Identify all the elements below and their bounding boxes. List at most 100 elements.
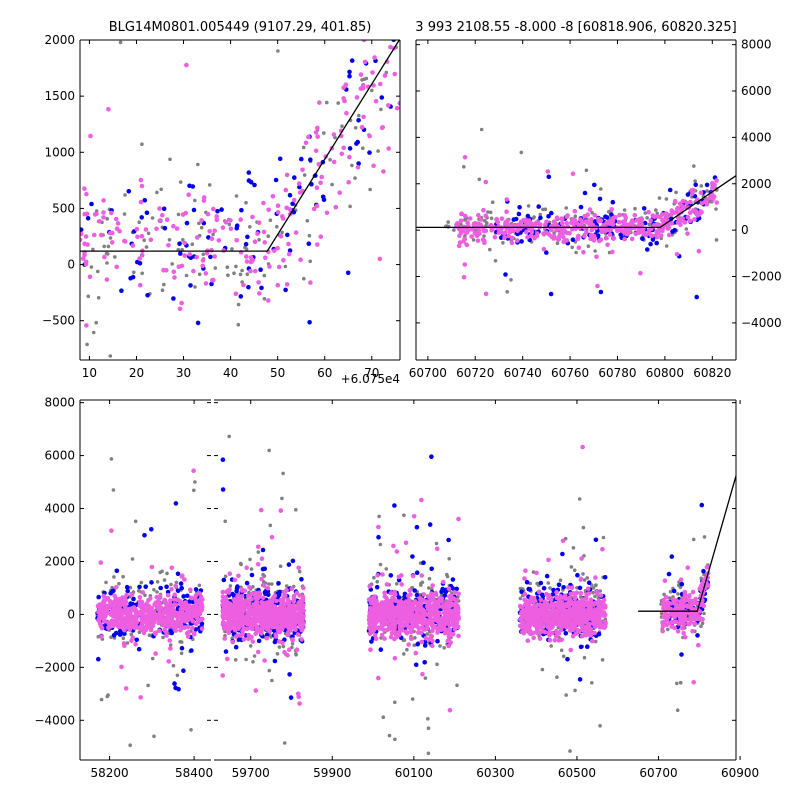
data-point-gray (140, 272, 144, 276)
data-point-gray (435, 663, 439, 667)
data-point-magenta (114, 217, 119, 222)
data-point-magenta (456, 517, 461, 522)
data-point-gray (146, 684, 150, 688)
data-point-magenta (410, 615, 415, 620)
data-point-magenta (391, 544, 396, 549)
data-point-magenta (274, 634, 279, 639)
data-point-magenta (166, 659, 171, 664)
data-point-magenta (194, 615, 199, 620)
data-point-magenta (589, 597, 594, 602)
data-point-blue (350, 58, 355, 63)
data-point-magenta (265, 636, 270, 641)
data-point-magenta (254, 597, 259, 602)
data-point-magenta (101, 608, 106, 613)
data-point-magenta (256, 280, 261, 285)
data-point-blue (536, 204, 541, 209)
data-point-magenta (256, 650, 261, 655)
data-point-magenta (584, 230, 589, 235)
data-point-magenta (524, 230, 529, 235)
data-point-blue (414, 663, 419, 668)
data-point-magenta (267, 264, 272, 269)
data-point-magenta (510, 236, 515, 241)
data-point-magenta (277, 639, 282, 644)
data-point-magenta (341, 146, 346, 151)
top-left-title: BLG14M0801.005449 (9107.29, 401.85) (109, 20, 372, 35)
x-tick-label: 60760 (551, 366, 589, 380)
data-point-magenta (130, 592, 135, 597)
data-point-blue (560, 552, 565, 557)
data-point-gray (438, 644, 442, 648)
data-point-gray (251, 660, 255, 664)
data-point-magenta (172, 270, 177, 275)
data-point-magenta (555, 215, 560, 220)
data-point-magenta (476, 238, 481, 243)
data-point-magenta (211, 278, 216, 283)
data-point-blue (187, 184, 192, 189)
data-point-magenta (461, 229, 466, 234)
y-tick-label: 500 (52, 201, 75, 215)
data-point-blue (112, 633, 117, 638)
data-point-magenta (246, 633, 251, 638)
data-point-magenta (595, 590, 600, 595)
data-point-gray (372, 576, 376, 580)
data-point-magenta (240, 604, 245, 609)
data-point-gray (350, 164, 354, 168)
data-point-magenta (542, 247, 547, 252)
data-point-gray (491, 200, 495, 204)
data-point-magenta (308, 280, 313, 285)
data-point-gray (226, 273, 230, 277)
data-point-blue (172, 681, 177, 686)
data-point-gray (276, 49, 280, 53)
data-point-gray (480, 128, 484, 132)
data-point-magenta (442, 615, 447, 620)
data-point-gray (405, 648, 409, 652)
data-point-magenta (268, 629, 273, 634)
data-point-magenta (250, 612, 255, 617)
data-point-magenta (103, 598, 108, 603)
data-point-magenta (295, 647, 300, 652)
data-point-magenta (677, 218, 682, 223)
data-point-gray (336, 101, 340, 105)
data-point-magenta (421, 592, 426, 597)
data-point-blue (440, 587, 445, 592)
data-point-blue (221, 487, 226, 492)
data-point-magenta (163, 629, 168, 634)
data-point-blue (592, 183, 597, 188)
data-point-magenta (136, 625, 141, 630)
data-point-gray (488, 248, 492, 252)
data-point-magenta (261, 201, 266, 206)
x-tick-label: 50 (270, 366, 285, 380)
data-point-magenta (315, 134, 320, 139)
data-point-magenta (266, 208, 271, 213)
data-point-gray (112, 488, 116, 492)
data-point-magenta (217, 238, 222, 243)
data-point-magenta (296, 566, 301, 571)
data-point-blue (545, 574, 550, 579)
data-point-gray (424, 676, 428, 680)
data-point-magenta (420, 608, 425, 613)
data-point-gray (244, 201, 248, 205)
data-point-magenta (174, 623, 179, 628)
data-point-magenta (363, 60, 368, 65)
data-point-magenta (382, 628, 387, 633)
data-point-magenta (398, 623, 403, 628)
data-point-gray (193, 199, 197, 203)
data-point-blue (239, 294, 244, 299)
data-point-magenta (344, 111, 349, 116)
data-point-magenta (586, 591, 591, 596)
data-point-gray (180, 652, 184, 656)
data-point-magenta (589, 228, 594, 233)
data-point-gray (411, 697, 415, 701)
data-point-magenta (235, 594, 240, 599)
data-point-blue (134, 638, 139, 643)
data-point-magenta (569, 648, 574, 653)
data-point-gray (665, 197, 669, 201)
data-point-gray (140, 581, 144, 585)
data-point-magenta (630, 237, 635, 242)
data-point-magenta (454, 606, 459, 611)
data-point-magenta (430, 629, 435, 634)
data-point-magenta (200, 626, 205, 631)
data-point-blue (196, 321, 201, 326)
data-point-magenta (579, 591, 584, 596)
data-point-magenta (262, 583, 267, 588)
